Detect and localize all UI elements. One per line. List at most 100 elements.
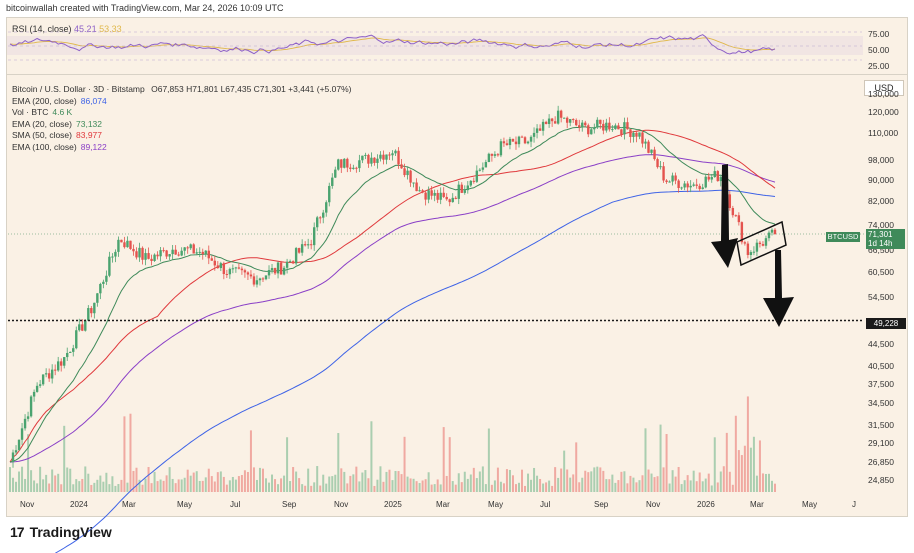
candle-body (728, 194, 732, 209)
legend-label: SMA (50, close) (12, 130, 72, 140)
candle-body (412, 182, 415, 184)
volume-bar (563, 450, 566, 492)
volume-bar (683, 480, 686, 492)
candle-body (288, 261, 292, 263)
volume-bar (481, 466, 484, 492)
brand-name: TradingView (29, 524, 112, 540)
volume-bar (21, 466, 24, 492)
tradingview-logo[interactable]: 17 TradingView (10, 524, 112, 540)
header-caption: bitcoinwallah created with TradingView.c… (6, 3, 284, 13)
volume-bar (490, 484, 493, 492)
volume-bar (48, 483, 51, 492)
candle-body (66, 352, 69, 358)
legend-row-ema100[interactable]: EMA (100, close) 89,122 (12, 142, 352, 154)
candle-body (698, 185, 701, 190)
volume-bar (593, 467, 596, 492)
candle-body (596, 119, 599, 128)
candle-body (584, 122, 587, 126)
volume-bar (596, 466, 599, 492)
volume-bar (295, 471, 298, 492)
candle-body (752, 251, 756, 253)
legend-row-volume[interactable]: Vol · BTC 4.6 K (12, 107, 352, 119)
volume-bar (454, 484, 457, 492)
candle-body (716, 171, 719, 182)
volume-bar (90, 484, 93, 492)
legend-row-ema200[interactable]: EMA (200, close) 86,074 (12, 96, 352, 108)
rsi-pane[interactable] (7, 18, 863, 74)
volume-bar (150, 483, 153, 492)
currency-button[interactable]: USD (864, 80, 904, 96)
candle-body (96, 293, 99, 303)
volume-bar (334, 474, 337, 492)
volume-bar (469, 474, 472, 492)
volume-bar (397, 471, 400, 492)
volume-bar (533, 467, 536, 492)
volume-bar (409, 478, 412, 492)
volume-bar (310, 485, 313, 492)
candle-body (126, 240, 129, 248)
candle-body (234, 267, 238, 269)
candle-body (493, 154, 497, 156)
candle-body (180, 250, 183, 256)
volume-bar (222, 476, 225, 492)
volume-bar (198, 480, 201, 492)
volume-bar (713, 437, 716, 492)
candle-body (415, 182, 418, 192)
candle-body (63, 357, 66, 366)
volume-bar (57, 473, 60, 492)
volume-bar (530, 479, 533, 492)
volume-bar (39, 466, 42, 492)
volume-bar (180, 479, 183, 492)
candle-body (72, 348, 75, 352)
volume-bar (249, 430, 252, 492)
volume-bar (743, 445, 746, 492)
volume-bar (12, 477, 15, 492)
volume-bar (292, 467, 295, 492)
legend-label: EMA (200, close) (12, 95, 77, 106)
volume-bar (316, 466, 319, 492)
candle-body (11, 452, 15, 463)
candle-body (578, 125, 581, 128)
volume-bar (280, 478, 283, 492)
candle-body (156, 254, 159, 257)
candle-body (734, 215, 738, 217)
volume-bar (379, 466, 382, 492)
volume-bar (617, 480, 620, 492)
price-tick: 66,500 (868, 245, 894, 256)
volume-bar (584, 470, 587, 492)
volume-bar (722, 466, 725, 492)
candle-body (746, 243, 750, 255)
pane-divider[interactable] (7, 74, 907, 75)
volume-bar (478, 471, 481, 492)
candle-body (258, 278, 262, 281)
legend-row-ema20[interactable]: EMA (20, close) 73,132 (12, 119, 352, 131)
volume-bar (189, 475, 192, 492)
candle-body (159, 250, 162, 257)
volume-bar (767, 473, 770, 492)
price-tick: 120,000 (868, 107, 899, 118)
bear-flag-channel (736, 220, 787, 267)
legend-label: EMA (20, close) (12, 118, 72, 129)
candle-body (162, 250, 165, 252)
legend: Bitcoin / U.S. Dollar · 3D · Bitstamp O6… (12, 84, 352, 153)
candle-body (581, 122, 584, 128)
volume-bar (668, 483, 671, 492)
volume-bar (475, 478, 478, 492)
candle-body (704, 176, 707, 188)
candle-body (147, 253, 150, 259)
candle-body (460, 184, 463, 193)
candle-body (135, 251, 138, 258)
volume-bar (225, 484, 228, 492)
candle-body (638, 132, 641, 137)
candle-body (713, 171, 716, 178)
legend-row-sma50[interactable]: SMA (50, close) 83,977 (12, 130, 352, 142)
ticker-badge: BTCUSD (826, 232, 860, 242)
candle-body (424, 192, 427, 200)
candle-body (421, 190, 424, 193)
volume-bar (644, 428, 647, 492)
candle-body (367, 154, 370, 164)
candle-body (309, 244, 313, 246)
volume-bar (126, 482, 129, 492)
candle-body (457, 184, 460, 199)
